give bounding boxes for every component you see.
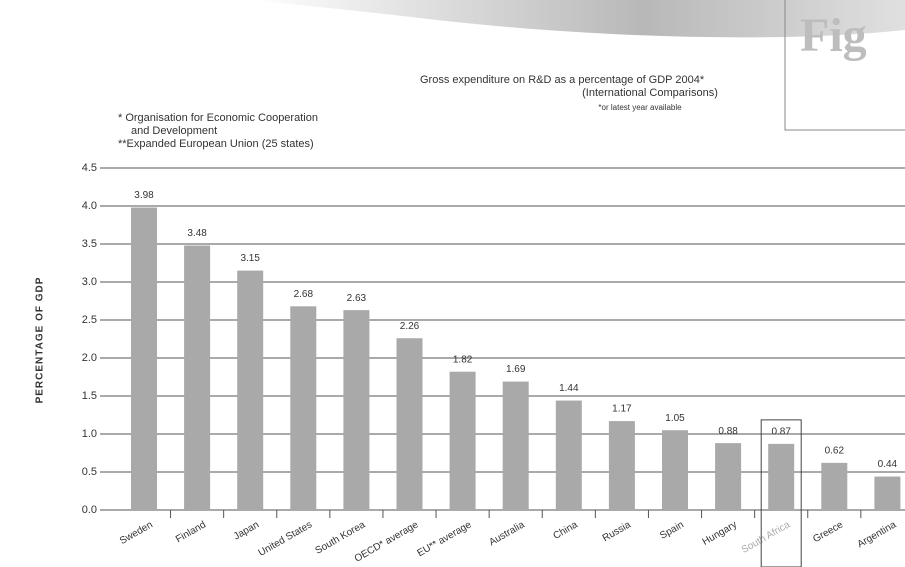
figure-box — [784, 0, 905, 131]
bar — [555, 400, 582, 510]
y-tick-label: 3.0 — [82, 276, 97, 288]
note: * Organisation for Economic Cooperation — [118, 112, 318, 124]
bar — [608, 421, 635, 510]
bar — [821, 462, 848, 510]
bar — [449, 371, 476, 510]
x-tick-label: Australia — [487, 519, 527, 548]
y-tick-label: 1.0 — [82, 428, 97, 440]
x-tick-label: EU** average — [415, 519, 473, 559]
value-label: 3.15 — [240, 253, 260, 264]
value-label: 2.26 — [400, 321, 420, 332]
bar — [290, 306, 317, 510]
chart-title: Gross expenditure on R&D as a percentage… — [420, 74, 705, 86]
bar — [396, 338, 423, 510]
bar — [874, 476, 901, 510]
y-tick-label: 3.5 — [82, 238, 97, 250]
x-tick-label: Spain — [658, 519, 686, 541]
x-tick-label: Hungary — [701, 519, 739, 547]
bar — [662, 430, 688, 510]
value-label: 2.63 — [347, 293, 367, 304]
value-label: 0.44 — [878, 459, 898, 470]
value-label: 3.48 — [187, 228, 207, 239]
bar — [768, 443, 795, 510]
x-tick-label: South Africa — [740, 519, 793, 556]
y-tick-label: 0.5 — [82, 466, 97, 478]
x-tick-label: United States — [257, 519, 315, 559]
y-tick-label: 2.5 — [82, 314, 97, 326]
decor-swoosh — [250, 0, 905, 38]
bar — [131, 207, 157, 510]
bar — [343, 310, 370, 510]
x-tick-label: Japan — [232, 519, 261, 542]
y-tick-label: 4.5 — [82, 162, 97, 174]
note: **Expanded European Union (25 states) — [118, 138, 314, 150]
x-tick-label: China — [551, 519, 580, 542]
value-label: 1.69 — [506, 364, 526, 375]
value-label: 0.87 — [771, 427, 791, 438]
y-tick-label: 0.0 — [82, 504, 97, 516]
y-tick-label: 1.5 — [82, 390, 97, 402]
value-label: 1.05 — [665, 413, 685, 424]
x-tick-label: Russia — [601, 519, 633, 544]
bar — [184, 245, 211, 510]
highlight-box — [760, 419, 802, 567]
value-label: 0.88 — [718, 426, 738, 437]
value-label: 1.82 — [453, 354, 473, 365]
x-tick-label: Greece — [811, 519, 845, 545]
value-label: 3.98 — [134, 190, 154, 201]
value-label: 2.68 — [294, 289, 314, 300]
chart-title: (International Comparisons) — [582, 87, 718, 99]
y-tick-label: 2.0 — [82, 352, 97, 364]
chart-subtitle: *or latest year available — [598, 103, 682, 112]
note: and Development — [131, 125, 217, 137]
value-label: 1.44 — [559, 383, 579, 394]
value-label: 1.17 — [612, 404, 632, 415]
bar — [715, 443, 742, 510]
bar — [237, 270, 264, 510]
value-label: 0.62 — [825, 446, 845, 457]
x-tick-label: Argentina — [856, 519, 899, 550]
x-tick-label: Finland — [174, 519, 208, 545]
y-tick-label: 4.0 — [82, 200, 97, 212]
x-tick-label: Sweden — [118, 519, 155, 547]
y-axis-label: PERCENTAGE OF GDP — [35, 277, 46, 404]
figure-label: Fig — [800, 9, 867, 62]
bar — [502, 381, 529, 510]
